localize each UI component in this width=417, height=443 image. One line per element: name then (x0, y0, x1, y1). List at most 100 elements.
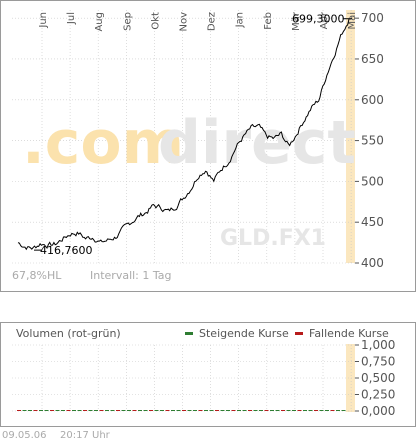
volume-bar (226, 410, 230, 411)
price-x-tick-label: Mär (291, 11, 302, 31)
price-y-tick-label: 600 (361, 93, 384, 107)
volume-bar (314, 410, 318, 411)
price-x-tick-label: Aug (94, 12, 105, 32)
volume-bar (33, 410, 38, 411)
volume-bar (61, 410, 65, 411)
volume-bar (66, 410, 71, 411)
price-x-tick-labels: Jun Jul Aug Sep Okt Nov Dez Jan Feb Mär Apr Mai (38, 11, 358, 31)
volume-bar (127, 410, 131, 411)
volume-bar (253, 410, 258, 411)
volume-bar (264, 410, 269, 411)
price-series-line (17, 18, 350, 251)
volume-bar (171, 410, 175, 411)
volume-bar (248, 410, 252, 411)
volume-bar (28, 410, 32, 411)
volume-bar (270, 410, 274, 411)
volume-y-tick-labels: 1,000 0,750 0,500 0,250 0,000 (355, 338, 395, 418)
volume-bar (72, 410, 76, 411)
volume-bar (220, 410, 225, 411)
volume-bar (242, 410, 247, 411)
volume-bar (121, 410, 126, 411)
price-x-tick-label: Jun (38, 12, 49, 29)
price-plot-area (12, 10, 355, 263)
legend-falling: Fallende Kurse (295, 327, 389, 340)
volume-bar (330, 410, 335, 411)
price-y-tick-label: 550 (361, 134, 384, 148)
volume-bar (259, 410, 263, 411)
volume-chart-panel: Volumen (rot-grün) Steigende Kurse Falle… (0, 322, 416, 427)
volume-bar (149, 410, 153, 411)
volume-bar (154, 410, 159, 411)
volume-bar (292, 410, 296, 411)
volume-bar (50, 410, 54, 411)
price-x-tick-label: Apr (319, 11, 330, 29)
price-x-tick-label: Okt (150, 12, 161, 30)
hl-label: 67,8%HL (12, 269, 62, 282)
footer-time: 20:17 Uhr (60, 430, 111, 441)
volume-bar (204, 410, 208, 411)
volume-bar (116, 410, 120, 411)
volume-y-tick-label: 0,250 (361, 388, 395, 402)
price-y-tick-label: 450 (361, 215, 384, 229)
volume-bar (110, 410, 115, 411)
price-y-tick-label: 700 (361, 11, 384, 25)
volume-bar (55, 410, 60, 411)
latest-period-highlight (346, 10, 355, 263)
footer-date: 09.05.06 (2, 430, 47, 441)
interval-label: Intervall: 1 Tag (90, 269, 172, 282)
volume-latest-highlight (346, 344, 355, 412)
price-y-tick-label: 500 (361, 174, 384, 188)
volume-bar (336, 410, 340, 411)
legend-falling-label: Fallende Kurse (309, 327, 389, 340)
volume-bar (138, 410, 142, 411)
volume-bar (44, 410, 49, 411)
volume-bar (187, 410, 192, 411)
price-x-tick-label: Dez (207, 12, 218, 31)
volume-bar (319, 410, 324, 411)
volume-bar (99, 410, 104, 411)
volume-bar (94, 410, 98, 411)
volume-bar (231, 410, 236, 411)
volume-y-tick-label: 0,500 (361, 371, 395, 385)
volume-bar (286, 410, 291, 411)
volume-bar (198, 410, 203, 411)
price-y-tick-labels: 400 450 500 550 600 650 700 (355, 11, 384, 270)
volume-y-tick-label: 1,000 (361, 338, 395, 352)
volume-bar (325, 410, 329, 411)
volume-bar (297, 410, 302, 411)
volume-y-tick-label: 0,000 (361, 404, 395, 418)
min-value-label: 416,7600 (40, 244, 93, 257)
volume-bar (281, 410, 285, 411)
volume-bar (39, 410, 43, 411)
volume-bar (160, 410, 164, 411)
price-x-tick-label: Feb (263, 12, 274, 30)
price-chart-panel: Jun Jul Aug Sep Okt Nov Dez Jan Feb Mär Apr Mai 400… (0, 0, 416, 292)
legend-rising: Steigende Kurse (185, 327, 289, 340)
legend-falling-swatch (295, 332, 303, 335)
volume-bar (215, 410, 219, 411)
price-x-tick-label: Sep (122, 12, 133, 31)
price-extreme-markers: 416,7600 699,3000 (34, 13, 352, 257)
volume-bar (77, 410, 82, 411)
volume-bar (143, 410, 148, 411)
volume-bar (22, 410, 27, 411)
volume-title: Volumen (rot-grün) (16, 327, 121, 340)
volume-bar (308, 410, 313, 411)
volume-bar (83, 410, 87, 411)
volume-bar (209, 410, 214, 411)
legend-rising-swatch (185, 332, 193, 335)
volume-y-tick-label: 0,750 (361, 355, 395, 369)
watermark-direct: direct (158, 108, 356, 178)
legend-rising-label: Steigende Kurse (199, 327, 289, 340)
volume-bar (193, 410, 197, 411)
volume-bar (165, 410, 170, 411)
symbol-watermark: GLD.FX1 (220, 226, 326, 251)
price-x-tick-label: Mai (347, 12, 358, 30)
volume-bars (17, 410, 346, 411)
volume-bar (275, 410, 280, 411)
volume-bar (105, 410, 109, 411)
watermark-com: .com (22, 108, 184, 178)
volume-bar (88, 410, 93, 411)
price-y-tick-label: 400 (361, 256, 384, 270)
